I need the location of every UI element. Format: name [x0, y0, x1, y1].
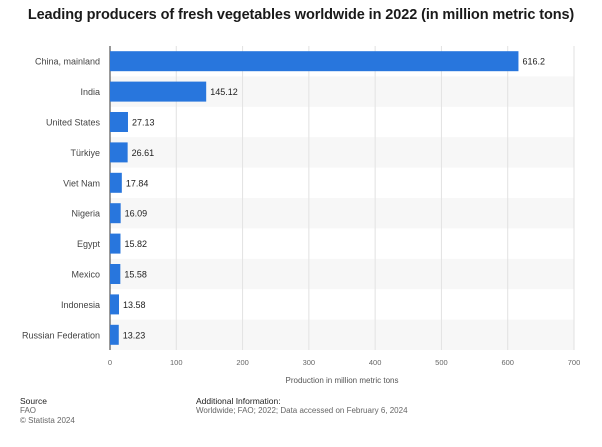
value-label: 27.13	[132, 118, 155, 128]
bar[interactable]	[110, 81, 207, 102]
category-label: Viet Nam	[63, 178, 100, 188]
category-label: Türkiye	[70, 148, 100, 158]
additional-info-heading: Additional Information:	[196, 396, 281, 406]
category-label: China, mainland	[35, 57, 100, 67]
value-label: 13.23	[123, 330, 146, 340]
category-label: India	[80, 87, 100, 97]
source-name[interactable]: FAO	[20, 406, 37, 415]
value-label: 26.61	[132, 148, 155, 158]
bar[interactable]	[110, 294, 120, 315]
x-axis-title: Production in million metric tons	[286, 376, 399, 385]
value-label: 16.09	[125, 209, 148, 219]
category-label: Russian Federation	[22, 330, 100, 340]
additional-info-text: Worldwide; FAO; 2022; Data accessed on F…	[196, 406, 408, 415]
bar[interactable]	[110, 112, 128, 132]
row-band	[110, 137, 574, 168]
x-tick-label: 700	[568, 358, 581, 367]
bar[interactable]	[110, 142, 128, 163]
value-label: 13.58	[123, 300, 146, 310]
bar[interactable]	[110, 264, 121, 284]
category-label: Nigeria	[71, 209, 100, 219]
category-label: Mexico	[71, 270, 100, 280]
value-label: 17.84	[126, 178, 149, 188]
row-band	[110, 258, 574, 290]
chart-title: Leading producers of fresh vegetables wo…	[27, 7, 575, 23]
value-label: 145.12	[210, 87, 238, 97]
value-label: 616.2	[522, 57, 545, 67]
value-label: 15.82	[124, 239, 147, 249]
x-tick-label: 100	[170, 358, 183, 367]
source-block: Source FAO © Statista 2024	[20, 396, 75, 426]
category-label: Egypt	[77, 239, 101, 249]
category-label: United States	[46, 118, 101, 128]
bar[interactable]	[110, 51, 519, 72]
x-tick-label: 400	[369, 358, 382, 367]
x-tick-label: 200	[236, 358, 249, 367]
row-band	[110, 319, 574, 350]
bar[interactable]	[110, 172, 122, 193]
source-heading: Source	[20, 396, 47, 406]
row-band	[110, 198, 574, 229]
bar[interactable]	[110, 324, 119, 345]
additional-info-block: Additional Information: Worldwide; FAO; …	[196, 396, 408, 416]
bar-chart: China, mainland 616.2 India 145.12 United St…	[22, 46, 581, 385]
category-label: Indonesia	[61, 300, 100, 310]
x-tick-label: 0	[108, 358, 112, 367]
x-tick-label: 500	[435, 358, 448, 367]
x-tick-label: 600	[501, 358, 514, 367]
value-label: 15.58	[124, 270, 147, 280]
bar[interactable]	[110, 203, 121, 224]
copyright-text: © Statista 2024	[20, 416, 75, 425]
x-tick-label: 300	[303, 358, 316, 367]
bar[interactable]	[110, 233, 121, 254]
